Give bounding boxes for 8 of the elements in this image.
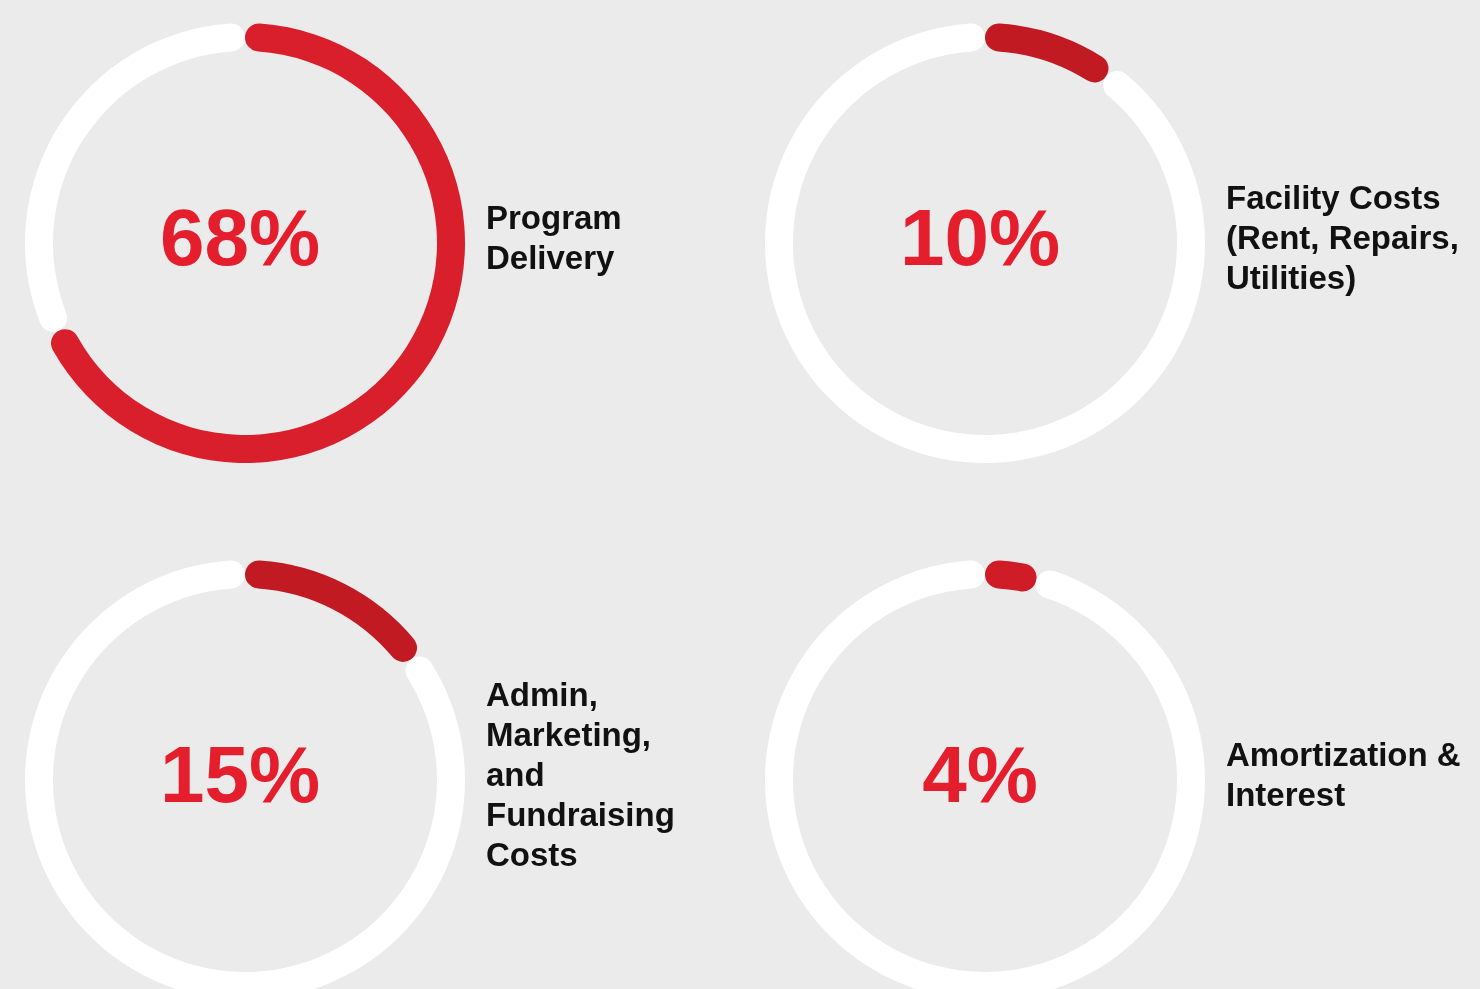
text: Amortization & Interest [1226,735,1462,815]
text: 15% [158,729,322,821]
text: Program Delivery [486,198,623,278]
text: 68% [158,192,322,284]
text: Facility Costs (Rent, Repairs, Utilities) [1226,178,1460,298]
text: Admin, Marketing, and Fundraising Costs [486,675,676,875]
text: 4% [921,729,1039,821]
text: 10% [898,192,1062,284]
